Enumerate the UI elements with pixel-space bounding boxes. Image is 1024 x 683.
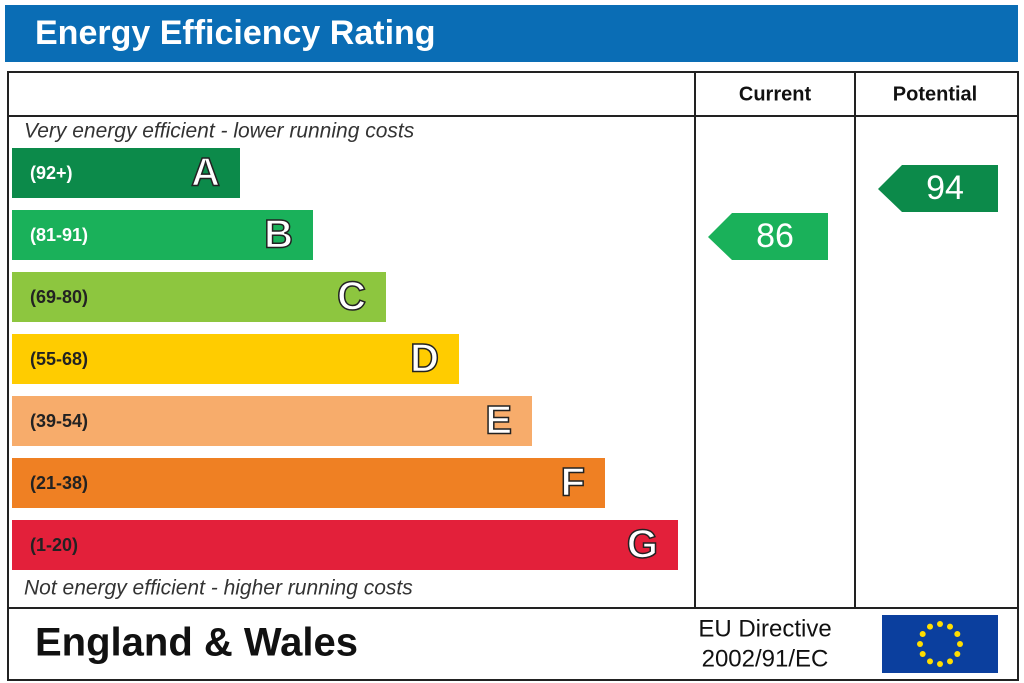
column-header: Potential xyxy=(893,83,977,105)
band-bar xyxy=(12,334,459,384)
eu-star xyxy=(917,641,923,647)
title: Energy Efficiency Rating xyxy=(35,14,436,52)
band-bar xyxy=(12,520,678,570)
band-letter: B xyxy=(264,213,293,257)
eu-star xyxy=(927,623,933,630)
eu-star xyxy=(947,623,953,630)
directive-title: EU Directive xyxy=(698,615,831,642)
title-bar xyxy=(5,5,1018,62)
directive-number: 2002/91/EC xyxy=(702,645,829,672)
band-bar xyxy=(12,458,605,508)
band-range: (69-80) xyxy=(30,287,88,307)
current-arrow xyxy=(708,213,828,260)
band-letter: D xyxy=(410,337,439,381)
bottom-note: Not energy efficient - higher running co… xyxy=(24,577,413,600)
region: England & Wales xyxy=(35,621,358,665)
band-range: (55-68) xyxy=(30,349,88,369)
eu-star xyxy=(954,651,961,657)
eu-star xyxy=(957,641,963,647)
frame xyxy=(7,71,1019,681)
band-range: (21-38) xyxy=(30,473,88,493)
band-bar xyxy=(12,210,313,260)
eu-star xyxy=(927,658,933,665)
band-bar xyxy=(12,148,240,198)
band-letter: C xyxy=(337,275,366,319)
eu-star xyxy=(919,651,926,657)
band-letter: A xyxy=(191,151,220,195)
current-rating: 86 xyxy=(756,217,794,255)
band-bar xyxy=(12,396,532,446)
band-range: (92+) xyxy=(30,163,73,183)
potential-rating: 94 xyxy=(926,169,964,207)
column-header: Current xyxy=(739,83,812,105)
band-letter: F xyxy=(561,461,585,505)
eu-star xyxy=(954,631,961,637)
band-letter: G xyxy=(627,523,658,567)
eu-star xyxy=(937,661,943,667)
eu-stars xyxy=(917,621,963,667)
band-letter: E xyxy=(485,399,512,443)
top-note: Very energy efficient - lower running co… xyxy=(24,120,415,143)
eu-star xyxy=(937,621,943,627)
band-range: (81-91) xyxy=(30,225,88,245)
bands: (92+) A (81-91) B (69-80) C (55-68) D (39-54) E (2… xyxy=(12,148,678,570)
eu-star xyxy=(919,631,926,637)
eu-star xyxy=(947,658,953,665)
band-range: (39-54) xyxy=(30,411,88,431)
band-bar xyxy=(12,272,386,322)
potential-arrow xyxy=(878,165,998,212)
band-range: (1-20) xyxy=(30,535,78,555)
